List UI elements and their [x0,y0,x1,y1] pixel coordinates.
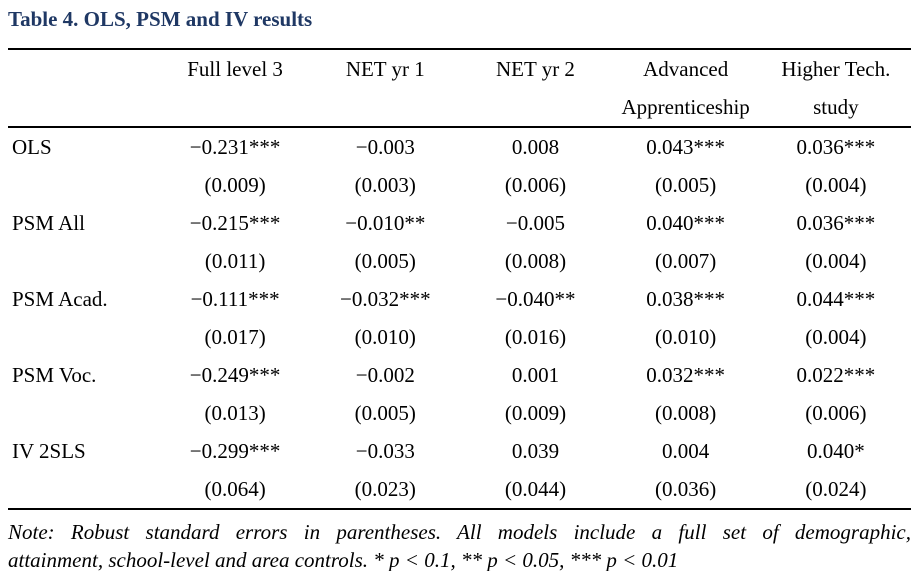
table-header: Full level 3 NET yr 1 NET yr 2 Advanced … [8,49,911,127]
coef-cell: 0.036*** [796,211,876,235]
se-cell: (0.010) [655,325,717,349]
se-cell: (0.007) [655,249,717,273]
header-label: NET yr 1 [345,57,425,81]
header-cell-empty [8,49,160,127]
row-label-empty [8,470,160,509]
coef-cell: −0.249*** [189,363,281,387]
se-cell: (0.009) [504,401,567,425]
header-cell-full-level-3: Full level 3 [160,49,310,127]
coef-cell: 0.008 [511,135,560,159]
coef-row-psm-all: PSM All −0.215*** −0.010** −0.005 0.040*… [8,204,911,242]
se-cell: (0.044) [504,477,567,501]
coef-cell: −0.231*** [189,135,281,159]
se-cell: (0.008) [504,249,567,273]
coef-row-psm-voc: PSM Voc. −0.249*** −0.002 0.001 0.032***… [8,356,911,394]
results-table: Full level 3 NET yr 1 NET yr 2 Advanced … [8,48,911,510]
note-line-2: attainment, school-level and area contro… [8,548,679,571]
se-cell: (0.008) [655,401,717,425]
coef-cell: −0.033 [355,439,415,463]
se-row-psm-acad: (0.017) (0.010) (0.016) (0.010) (0.004) [8,318,911,356]
coef-cell: 0.044*** [796,287,876,311]
row-label: PSM Voc. [12,363,97,387]
coef-cell: 0.032*** [646,363,726,387]
row-label-empty [8,318,160,356]
se-cell: (0.017) [204,325,266,349]
se-row-psm-all: (0.011) (0.005) (0.008) (0.007) (0.004) [8,242,911,280]
coef-cell: 0.039 [511,439,560,463]
header-label-line2 [310,88,460,126]
se-cell: (0.004) [805,173,867,197]
se-cell: (0.005) [354,249,416,273]
se-cell: (0.006) [504,173,567,197]
coef-cell: −0.111*** [190,287,280,311]
se-cell: (0.016) [504,325,567,349]
row-label: PSM All [12,211,85,235]
header-label: Full level 3 [187,57,283,81]
coef-row-iv-2sls: IV 2SLS −0.299*** −0.033 0.039 0.004 0.0… [8,432,911,470]
coef-cell: 0.040* [807,439,865,463]
se-cell: (0.005) [655,173,717,197]
header-label: Advanced [643,57,729,81]
row-label: PSM Acad. [12,287,108,311]
se-cell: (0.010) [354,325,416,349]
header-cell-advanced-apprenticeship: Advanced Apprenticeship [611,49,761,127]
se-cell: (0.009) [204,173,266,197]
header-label-line2: Apprenticeship [621,95,750,119]
coef-cell: −0.299*** [189,439,281,463]
coef-cell: −0.215*** [189,211,281,235]
coef-cell: 0.040*** [646,211,726,235]
se-cell: (0.004) [805,325,867,349]
se-row-ols: (0.009) (0.003) (0.006) (0.005) (0.004) [8,166,911,204]
coef-cell: 0.022*** [796,363,876,387]
row-label-empty [8,166,160,204]
coef-row-ols: OLS −0.231*** −0.003 0.008 0.043*** 0.03… [8,127,911,166]
row-label: OLS [12,135,52,159]
header-label-line2 [160,88,310,126]
row-label-empty [8,394,160,432]
coef-cell: 0.036*** [796,135,876,159]
table-title: Table 4. OLS, PSM and IV results [8,7,313,31]
coef-cell: 0.038*** [646,287,726,311]
se-cell: (0.036) [655,477,717,501]
header-label-line2 [460,88,610,126]
coef-cell: −0.032*** [339,287,431,311]
header-row: Full level 3 NET yr 1 NET yr 2 Advanced … [8,49,911,127]
se-cell: (0.013) [204,401,266,425]
table-body: OLS −0.231*** −0.003 0.008 0.043*** 0.03… [8,127,911,509]
header-label: NET yr 2 [496,57,575,81]
coef-cell: −0.040** [495,287,576,311]
coef-cell: 0.004 [662,439,710,463]
coef-cell: 0.001 [511,363,560,387]
se-cell: (0.011) [204,249,266,273]
note-line-1: Note: Robust standard errors in parenthe… [8,520,911,544]
coef-cell: −0.005 [505,211,566,235]
table-note: Note: Robust standard errors in parenthe… [8,518,911,571]
coef-cell: −0.003 [355,135,415,159]
coef-cell: −0.010** [345,211,426,235]
se-cell: (0.023) [354,477,416,501]
header-cell-higher-tech-study: Higher Tech. study [761,49,911,127]
se-cell: (0.004) [805,249,867,273]
coef-cell: 0.043*** [646,135,726,159]
se-row-iv-2sls: (0.064) (0.023) (0.044) (0.036) (0.024) [8,470,911,509]
header-label: Higher Tech. [781,57,891,81]
row-label: IV 2SLS [12,439,86,463]
header-label-line2: study [813,95,859,119]
se-row-psm-voc: (0.013) (0.005) (0.009) (0.008) (0.006) [8,394,911,432]
se-cell: (0.005) [354,401,416,425]
se-cell: (0.003) [354,173,416,197]
se-cell: (0.024) [805,477,867,501]
se-cell: (0.064) [204,477,266,501]
header-cell-net-yr-1: NET yr 1 [310,49,460,127]
se-cell: (0.006) [805,401,867,425]
coef-cell: −0.002 [355,363,415,387]
header-cell-net-yr-2: NET yr 2 [460,49,610,127]
coef-row-psm-acad: PSM Acad. −0.111*** −0.032*** −0.040** 0… [8,280,911,318]
row-label-empty [8,242,160,280]
